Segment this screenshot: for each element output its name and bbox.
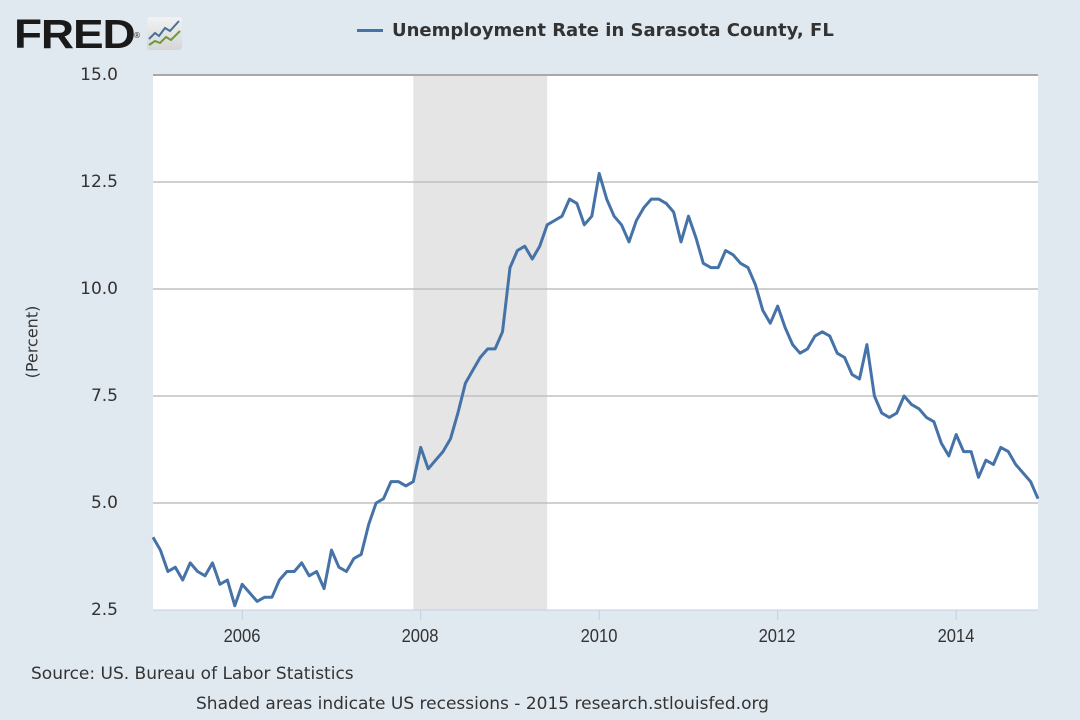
y-tick-label: 7.5 [90,386,118,406]
legend-label: Unemployment Rate in Sarasota County, FL [392,20,834,41]
y-tick-label: 10.0 [80,279,118,299]
recession-note: Shaded areas indicate US recessions - 20… [196,694,769,714]
x-tick-label: 2008 [401,626,439,646]
recession-shade [413,75,548,610]
y-axis-label: (Percent) [22,305,42,379]
y-tick-label: 5.0 [90,493,118,513]
source-note: Source: US. Bureau of Labor Statistics [31,664,354,684]
y-tick-label: 2.5 [90,600,118,620]
legend-swatch [357,29,383,32]
x-tick-label: 2010 [580,626,618,646]
chart-line-icon [147,17,182,50]
logo-text: FRED [14,11,136,57]
y-tick-label: 15.0 [80,65,118,85]
series-line[interactable] [151,171,1040,608]
chart-legend[interactable]: Unemployment Rate in Sarasota County, FL [357,20,834,41]
x-tick-label: 2006 [223,626,261,646]
x-tick-label: 2014 [937,626,975,646]
x-tick-marks [241,610,957,620]
x-tick-label: 2012 [758,626,796,646]
y-tick-label: 12.5 [80,172,118,192]
gridlines [153,181,1038,504]
registered-mark: ® [133,31,141,40]
plot-area [153,75,1038,610]
fred-logo: FRED [14,14,136,55]
